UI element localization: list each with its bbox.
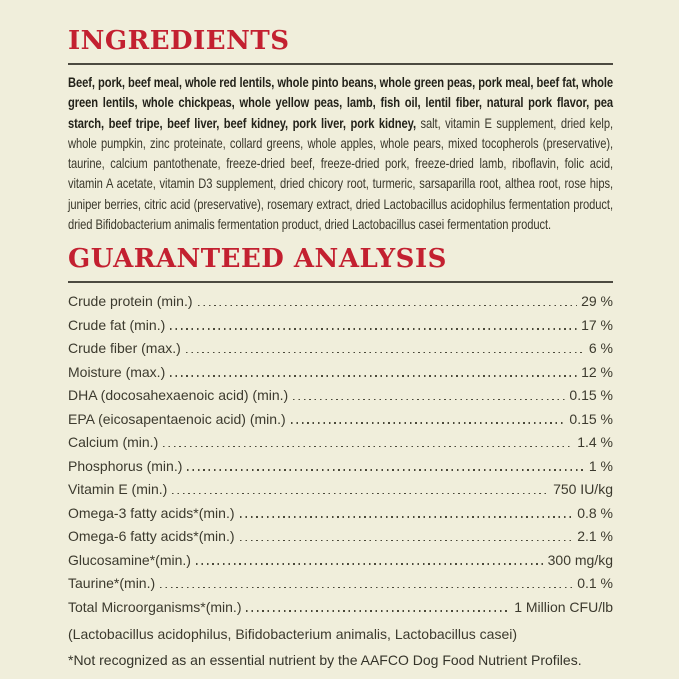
analysis-row-label: EPA (eicosapentaenoic acid) (min.) — [68, 410, 286, 427]
analysis-row-label: Calcium (min.) — [68, 434, 159, 451]
analysis-row-value: 1.4 % — [577, 434, 613, 451]
aafco-footnote: *Not recognized as an essential nutrient… — [68, 652, 582, 669]
analysis-row-value: 0.15 % — [569, 410, 613, 427]
analysis-row-value: 0.8 % — [577, 504, 613, 521]
analysis-row: Crude fat (min.) 17 % — [68, 314, 613, 338]
dot-leader — [239, 539, 574, 542]
dot-leader — [170, 328, 578, 330]
analysis-row: Glucosamine*(min.) 300 mg/kg — [68, 549, 613, 573]
ingredients-text: Beef, pork, beef meal, whole red lentils… — [68, 73, 613, 235]
analysis-row-label: Phosphorus (min.) — [68, 457, 183, 474]
microorganisms-note: (Lactobacillus acidophilus, Bifidobacter… — [68, 626, 517, 643]
ingredients-section: INGREDIENTS Beef, pork, beef meal, whole… — [68, 26, 613, 235]
dot-leader — [246, 610, 511, 612]
analysis-row-value: 0.1 % — [577, 575, 613, 592]
analysis-row: Taurine*(min.) 0.1 % — [68, 572, 613, 596]
ingredients-primary-list: Beef, pork, beef meal, whole red lentils… — [68, 75, 613, 131]
section-rule — [68, 281, 613, 284]
analysis-row: Crude fiber (max.) 6 % — [68, 337, 613, 361]
ingredients-heading: INGREDIENTS — [68, 26, 290, 56]
analysis-row: DHA (docosahexaenoic acid) (min.) 0.15 % — [68, 384, 613, 408]
analysis-row-value: 0.15 % — [569, 387, 613, 404]
guaranteed-analysis-heading: GUARANTEED ANALYSIS — [68, 244, 447, 275]
analysis-row: Crude protein (min.) 29 % — [68, 290, 613, 314]
analysis-row: Vitamin E (min.) 750 IU/kg — [68, 478, 613, 502]
analysis-row-value: 1 % — [588, 457, 613, 474]
analysis-row-value: 2.1 % — [577, 528, 613, 545]
dot-leader — [170, 375, 578, 377]
analysis-row-label: Glucosamine*(min.) — [68, 551, 191, 568]
analysis-row: Calcium (min.) 1.4 % — [68, 431, 613, 455]
analysis-row-label: DHA (docosahexaenoic acid) (min.) — [68, 387, 289, 404]
analysis-row-label: Total Microorganisms*(min.) — [68, 598, 242, 615]
dot-leader — [290, 422, 566, 424]
analysis-row-label: Moisture (max.) — [68, 363, 166, 380]
analysis-row: Omega-6 fatty acids*(min.) 2.1 % — [68, 525, 613, 549]
analysis-row-value: 29 % — [581, 293, 613, 310]
analysis-row-label: Omega-6 fatty acids*(min.) — [68, 528, 235, 545]
analysis-row-label: Crude protein (min.) — [68, 293, 193, 310]
analysis-row-value: 17 % — [581, 316, 613, 333]
section-rule — [68, 63, 613, 65]
analysis-row-label: Omega-3 fatty acids*(min.) — [68, 504, 235, 521]
analysis-row: Moisture (max.) 12 % — [68, 361, 613, 385]
analysis-row: Phosphorus (min.) 1 % — [68, 455, 613, 479]
analysis-row-value: 12 % — [581, 363, 613, 380]
dot-leader — [160, 586, 574, 589]
dot-leader — [197, 304, 578, 307]
analysis-row: Total Microorganisms*(min.) 1 Million CF… — [68, 596, 613, 620]
dot-leader — [187, 469, 585, 471]
dot-leader — [293, 398, 566, 401]
analysis-row-label: Crude fat (min.) — [68, 316, 166, 333]
analysis-row-label: Vitamin E (min.) — [68, 481, 168, 498]
analysis-row: EPA (eicosapentaenoic acid) (min.) 0.15 … — [68, 408, 613, 432]
dot-leader — [239, 516, 574, 518]
guaranteed-analysis-section: GUARANTEED ANALYSIS Crude protein (min.)… — [68, 244, 613, 672]
analysis-row-value: 6 % — [588, 340, 613, 357]
analysis-row-value: 750 IU/kg — [553, 481, 613, 498]
ingredients-text-wrap: Beef, pork, beef meal, whole red lentils… — [68, 73, 613, 235]
label-content: INGREDIENTS Beef, pork, beef meal, whole… — [68, 26, 613, 672]
analysis-row-value: 1 Million CFU/lb — [514, 598, 613, 615]
analysis-row: Omega-3 fatty acids*(min.) 0.8 % — [68, 502, 613, 526]
dot-leader — [163, 445, 574, 448]
analysis-row-label: Crude fiber (max.) — [68, 340, 181, 357]
dot-leader — [172, 492, 550, 495]
analysis-row-value: 300 mg/kg — [547, 551, 613, 568]
dot-leader — [195, 563, 544, 565]
ingredients-secondary-list: salt, vitamin E supplement, dried kelp, … — [68, 115, 613, 233]
analysis-table: Crude protein (min.) 29 % Crude fat (min… — [68, 290, 613, 619]
analysis-row-label: Taurine*(min.) — [68, 575, 156, 592]
dot-leader — [185, 351, 585, 354]
